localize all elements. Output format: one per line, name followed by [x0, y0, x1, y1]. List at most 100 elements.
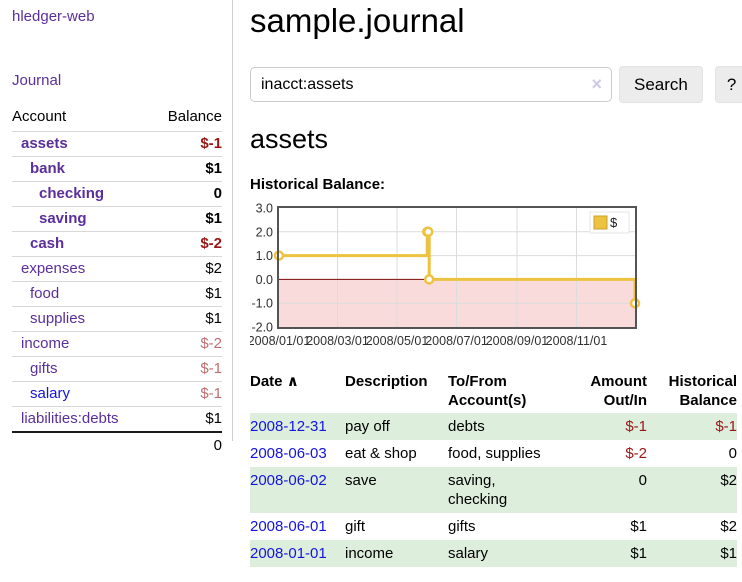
account-row: liabilities:debts $1: [12, 406, 222, 432]
account-balance: $-1: [151, 356, 222, 382]
sidebar-account-link[interactable]: assets: [21, 135, 68, 152]
historical-balance-chart[interactable]: 3.0 2.0 1.0 0.0 -1.0 -2.02008/01/012008/03/01…: [248, 201, 652, 351]
account-balance: $1: [151, 306, 222, 332]
account-row: expenses $2: [12, 256, 222, 282]
svg-text:2008/03/01: 2008/03/01: [306, 334, 369, 348]
sidebar-account-link[interactable]: salary: [30, 385, 71, 402]
transaction-accounts: debts: [448, 418, 485, 435]
transaction-balance: 0: [728, 445, 737, 462]
transaction-date-link[interactable]: 2008-12-31: [250, 418, 327, 435]
account-balance: $-2: [151, 231, 222, 257]
sidebar-item-journal[interactable]: Journal: [12, 72, 62, 89]
table-row: 2008-12-31 pay off debts $-1 $-1: [250, 413, 737, 440]
accounts-total-value: 0: [151, 431, 222, 458]
transaction-description: save: [345, 472, 377, 489]
search-input[interactable]: [250, 67, 612, 102]
svg-text:2008/11/01: 2008/11/01: [546, 334, 608, 348]
sidebar: hledger-web Journal Account Balance asse…: [0, 0, 233, 458]
account-balance: 0: [151, 181, 222, 207]
help-button[interactable]: ?: [714, 66, 742, 103]
sidebar-account-link[interactable]: gifts: [30, 360, 58, 377]
account-row: checking 0: [12, 181, 222, 207]
transaction-date-link[interactable]: 2008-06-03: [250, 445, 327, 462]
accounts-header-balance: Balance: [167, 108, 222, 125]
account-row: salary $-1: [12, 381, 222, 407]
account-heading: assets: [250, 124, 329, 154]
sidebar-account-link[interactable]: food: [30, 285, 60, 302]
page-title: sample.journal: [250, 2, 465, 39]
transaction-description: pay off: [345, 418, 390, 435]
clear-search-icon[interactable]: ×: [591, 74, 602, 94]
svg-text:-1.0: -1.0: [251, 297, 273, 311]
register-table: Date ∧ Description To/From Account(s) Am…: [250, 370, 737, 567]
accounts-header-account: Account: [12, 108, 67, 125]
accounts-table: Account Balance assets $-1 bank $1 checking 0…: [12, 105, 222, 458]
register-header-accounts: To/From Account(s): [448, 373, 527, 409]
sidebar-account-link[interactable]: saving: [39, 210, 87, 227]
sidebar-account-link[interactable]: expenses: [21, 260, 86, 277]
svg-text:0.0: 0.0: [256, 273, 273, 287]
transaction-accounts: food, supplies: [448, 445, 541, 462]
brand-link[interactable]: hledger-web: [12, 8, 95, 25]
transaction-balance: $1: [720, 545, 737, 562]
transaction-amount: $-1: [625, 418, 647, 435]
chart-title: Historical Balance:: [250, 176, 386, 193]
register-header-date[interactable]: Date ∧: [250, 370, 345, 413]
svg-text:2008/07/01: 2008/07/01: [425, 334, 488, 348]
svg-text:-2.0: -2.0: [251, 321, 273, 335]
transaction-accounts: saving, checking: [448, 472, 508, 508]
account-row: bank $1: [12, 156, 222, 182]
transaction-balance: $2: [720, 472, 737, 489]
accounts-total-row: 0: [12, 431, 222, 458]
svg-text:1.0: 1.0: [256, 249, 273, 263]
transaction-balance: $-1: [715, 418, 737, 435]
table-row: 2008-06-03 eat & shop food, supplies $-2 0: [250, 440, 737, 467]
svg-text:$: $: [610, 215, 618, 230]
search-bar: × Search ?: [250, 66, 742, 103]
transaction-description: income: [345, 545, 394, 562]
transaction-amount: $-2: [625, 445, 647, 462]
account-row: food $1: [12, 281, 222, 307]
svg-text:2008/01/01: 2008/01/01: [250, 334, 310, 348]
transaction-amount: 0: [638, 472, 647, 489]
transaction-description: eat & shop: [345, 445, 417, 462]
app-window: hledger-web Journal Account Balance asse…: [0, 0, 742, 567]
register-header-date-label: Date: [250, 373, 283, 390]
account-row: saving $1: [12, 206, 222, 232]
account-balance: $1: [151, 281, 222, 307]
account-balance: $1: [151, 206, 222, 232]
transaction-amount: $1: [630, 518, 647, 535]
account-row: assets $-1: [12, 131, 222, 157]
sidebar-account-link[interactable]: liabilities:debts: [21, 410, 119, 427]
account-balance: $-2: [151, 331, 222, 357]
transaction-description: gift: [345, 518, 366, 535]
transaction-amount: $1: [630, 545, 647, 562]
sort-ascending-icon: ∧: [286, 373, 299, 390]
transaction-balance: $2: [720, 518, 737, 535]
sidebar-account-link[interactable]: checking: [39, 185, 105, 202]
transaction-date-link[interactable]: 2008-06-01: [250, 518, 327, 535]
account-row: income $-2: [12, 331, 222, 357]
transaction-date-link[interactable]: 2008-06-02: [250, 472, 327, 489]
account-balance: $2: [151, 256, 222, 282]
account-balance: $-1: [151, 381, 222, 407]
transaction-accounts: gifts: [448, 518, 476, 535]
sidebar-account-link[interactable]: bank: [30, 160, 66, 177]
account-balance: $1: [151, 406, 222, 432]
svg-text:3.0: 3.0: [256, 202, 273, 216]
sidebar-account-link[interactable]: supplies: [30, 310, 86, 327]
sidebar-account-link[interactable]: income: [21, 335, 70, 352]
account-row: cash $-2: [12, 231, 222, 257]
main-content: sample.journal × Search ? assets Histori…: [233, 0, 742, 567]
register-header-balance: Historical Balance: [668, 373, 737, 409]
account-balance: $1: [151, 156, 222, 182]
table-row: 2008-06-01 gift gifts $1 $2: [250, 513, 737, 540]
account-balance: $-1: [151, 131, 222, 157]
sidebar-account-link[interactable]: cash: [30, 235, 65, 252]
register-header-amount: Amount Out/In: [590, 373, 647, 409]
search-button[interactable]: Search: [619, 66, 703, 103]
table-row: 2008-01-01 income salary $1 $1: [250, 540, 737, 567]
svg-text:2008/09/01: 2008/09/01: [486, 334, 549, 348]
svg-text:2008/05/01: 2008/05/01: [366, 334, 429, 348]
transaction-date-link[interactable]: 2008-01-01: [250, 545, 327, 562]
